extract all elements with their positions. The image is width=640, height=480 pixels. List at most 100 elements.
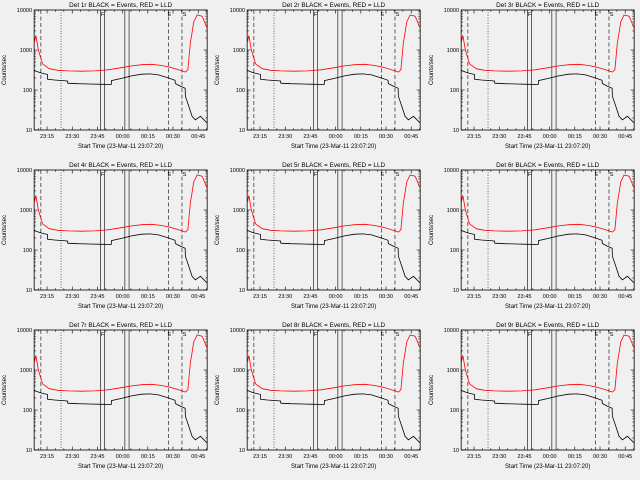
x-tick-label: 00:30 — [379, 294, 393, 300]
x-tick-label: 23:45 — [90, 134, 104, 140]
flag-annotation: F — [528, 172, 532, 178]
y-tick-label: 10 — [453, 288, 459, 294]
y-tick-label: 10 — [239, 448, 245, 454]
flag-annotation: E — [594, 172, 598, 178]
flag-annotation: F — [528, 332, 532, 338]
y-tick-label: 10 — [26, 448, 32, 454]
flag-annotation: S — [609, 172, 613, 178]
chart-det-7r: Det 7r BLACK = Events, RED = LLD 10 100 100… — [0, 320, 213, 480]
series-line-lld — [34, 174, 208, 233]
chart-det-2r: Det 2r BLACK = Events, RED = LLD 10 100 100… — [213, 0, 426, 160]
y-tick-label: 10 — [26, 288, 32, 294]
x-tick-label: 23:30 — [492, 134, 506, 140]
x-tick-label: 00:15 — [141, 134, 155, 140]
x-tick-label: 00:30 — [166, 134, 180, 140]
x-tick-label: 00:00 — [116, 134, 130, 140]
y-tick-label: 10 — [453, 128, 459, 134]
x-tick-label: 23:15 — [40, 134, 54, 140]
x-axis-label: Start Time (23-Mar-11 23:07:20) — [291, 304, 376, 310]
y-tick-label: 10 — [453, 448, 459, 454]
plot-frame — [247, 329, 421, 451]
y-tick-label: 1000 — [233, 368, 245, 374]
series-line-events — [247, 69, 421, 124]
flag-annotation: S — [396, 12, 400, 18]
y-axis-label: Counts/sec — [215, 375, 221, 405]
series-line-lld — [247, 174, 421, 233]
chart-svg: Det 9r BLACK = Events, RED = LLD 10 100 100… — [429, 322, 635, 470]
x-tick-label: 00:30 — [166, 294, 180, 300]
y-tick-label: 100 — [236, 408, 245, 414]
flag-annotation: S — [396, 172, 400, 178]
series-line-events — [34, 389, 208, 444]
x-tick-label: 00:30 — [379, 134, 393, 140]
x-tick-label: 23:15 — [40, 454, 54, 460]
y-tick-label: 10000 — [443, 168, 459, 174]
y-tick-label: 1000 — [446, 368, 458, 374]
y-tick-label: 10000 — [17, 8, 33, 14]
x-axis-label: Start Time (23-Mar-11 23:07:20) — [78, 304, 163, 310]
chart-svg: Det 6r BLACK = Events, RED = LLD 10 100 100… — [429, 162, 635, 310]
x-tick-label: 00:30 — [379, 454, 393, 460]
flag-annotation: F — [314, 332, 318, 338]
y-tick-label: 100 — [236, 248, 245, 254]
x-tick-label: 00:30 — [593, 294, 607, 300]
y-axis-label: Counts/sec — [429, 375, 435, 405]
x-tick-label: 00:15 — [567, 454, 581, 460]
y-tick-label: 10000 — [230, 8, 246, 14]
y-axis-label: Counts/sec — [215, 215, 221, 245]
x-tick-label: 00:00 — [542, 294, 556, 300]
chart-title: Det 3r BLACK = Events, RED = LLD — [496, 2, 599, 9]
x-tick-label: 23:15 — [253, 294, 267, 300]
y-axis-label: Counts/sec — [2, 215, 8, 245]
flag-annotation: F — [314, 12, 318, 18]
y-tick-label: 1000 — [20, 48, 32, 54]
flag-annotation: S — [609, 332, 613, 338]
y-tick-label: 10 — [239, 288, 245, 294]
y-tick-label: 10000 — [17, 328, 33, 334]
x-axis-label: Start Time (23-Mar-11 23:07:20) — [78, 464, 163, 470]
y-axis-label: Counts/sec — [2, 55, 8, 85]
chart-det-4r: Det 4r BLACK = Events, RED = LLD 10 100 100… — [0, 160, 213, 320]
x-tick-label: 23:15 — [40, 294, 54, 300]
y-tick-label: 1000 — [20, 368, 32, 374]
x-tick-label: 00:15 — [141, 294, 155, 300]
y-tick-label: 1000 — [446, 48, 458, 54]
x-axis-label: Start Time (23-Mar-11 23:07:20) — [505, 304, 590, 310]
y-tick-label: 10000 — [230, 168, 246, 174]
chart-svg: Det 1r BLACK = Events, RED = LLD 10 100 100… — [2, 2, 208, 150]
y-axis-label: Counts/sec — [215, 55, 221, 85]
y-tick-label: 10000 — [443, 8, 459, 14]
x-tick-label: 23:30 — [65, 134, 79, 140]
flag-annotation: E — [168, 332, 172, 338]
x-tick-label: 00:45 — [618, 294, 632, 300]
x-tick-label: 23:30 — [492, 454, 506, 460]
x-tick-label: 23:15 — [253, 134, 267, 140]
x-tick-label: 00:00 — [329, 454, 343, 460]
x-tick-label: 00:15 — [354, 294, 368, 300]
flag-annotation: E — [168, 172, 172, 178]
x-tick-label: 23:30 — [279, 294, 293, 300]
x-tick-label: 23:30 — [279, 134, 293, 140]
chart-title: Det 5r BLACK = Events, RED = LLD — [282, 162, 385, 169]
x-tick-label: 23:45 — [304, 454, 318, 460]
chart-svg: Det 2r BLACK = Events, RED = LLD 10 100 100… — [215, 2, 421, 150]
series-line-lld — [247, 334, 421, 393]
y-tick-label: 1000 — [233, 208, 245, 214]
x-tick-label: 00:00 — [329, 294, 343, 300]
chart-det-5r: Det 5r BLACK = Events, RED = LLD 10 100 100… — [213, 160, 426, 320]
chart-title: Det 1r BLACK = Events, RED = LLD — [69, 2, 172, 9]
x-tick-label: 23:15 — [253, 454, 267, 460]
x-tick-label: 00:45 — [191, 294, 205, 300]
chart-det-6r: Det 6r BLACK = Events, RED = LLD 10 100 100… — [427, 160, 640, 320]
y-tick-label: 10000 — [230, 328, 246, 334]
plot-frame — [460, 329, 635, 451]
y-tick-label: 10 — [26, 128, 32, 134]
x-tick-label: 23:45 — [90, 454, 104, 460]
chart-det-3r: Det 3r BLACK = Events, RED = LLD 10 100 100… — [427, 0, 640, 160]
x-tick-label: 00:30 — [593, 134, 607, 140]
series-line-events — [247, 389, 421, 444]
flag-annotation: S — [183, 332, 187, 338]
flag-annotation: F — [101, 172, 105, 178]
flag-annotation: F — [101, 12, 105, 18]
x-tick-label: 23:45 — [90, 294, 104, 300]
